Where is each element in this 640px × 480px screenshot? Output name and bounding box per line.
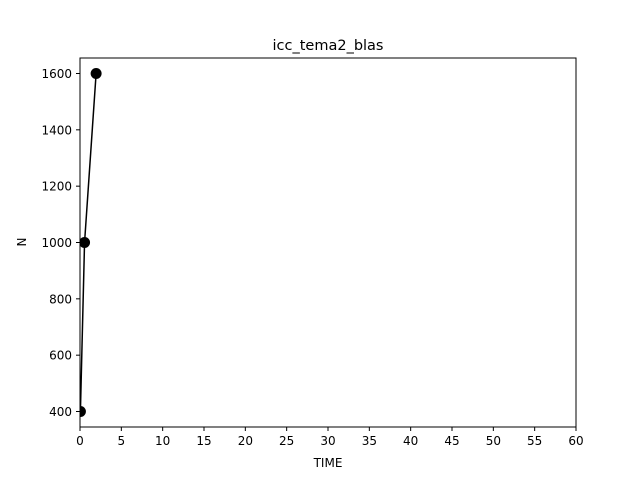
x-tick-label: 45 <box>444 434 459 448</box>
x-tick-label: 60 <box>568 434 583 448</box>
x-tick-label: 10 <box>155 434 170 448</box>
x-tick-label: 5 <box>118 434 126 448</box>
x-axis-label: TIME <box>313 456 343 470</box>
y-tick-label: 400 <box>49 405 72 419</box>
y-tick-label: 1000 <box>41 236 72 250</box>
data-point-0-2 <box>90 67 102 79</box>
y-tick-label: 800 <box>49 292 72 306</box>
x-tick-label: 55 <box>527 434 542 448</box>
y-tick-label: 600 <box>49 349 72 363</box>
x-tick-label: 40 <box>403 434 418 448</box>
y-tick-label: 1400 <box>41 123 72 137</box>
y-tick-label: 1200 <box>41 180 72 194</box>
left-clip-mask <box>0 58 80 427</box>
x-tick-label: 0 <box>76 434 84 448</box>
x-tick-label: 35 <box>362 434 377 448</box>
x-tick-label: 15 <box>196 434 211 448</box>
x-tick-label: 30 <box>320 434 335 448</box>
chart-title: icc_tema2_blas <box>273 38 384 54</box>
y-tick-label: 1600 <box>41 67 72 81</box>
y-axis-label: N <box>15 238 29 247</box>
axes: 0 5 10 15 20 25 30 35 40 45 50 55 60 400 600 800 1000 120… <box>0 57 584 448</box>
data-point-0-1 <box>79 237 91 248</box>
x-tick-label: 50 <box>486 434 501 448</box>
x-tick-label: 25 <box>279 434 294 448</box>
x-tick-label: 20 <box>238 434 253 448</box>
